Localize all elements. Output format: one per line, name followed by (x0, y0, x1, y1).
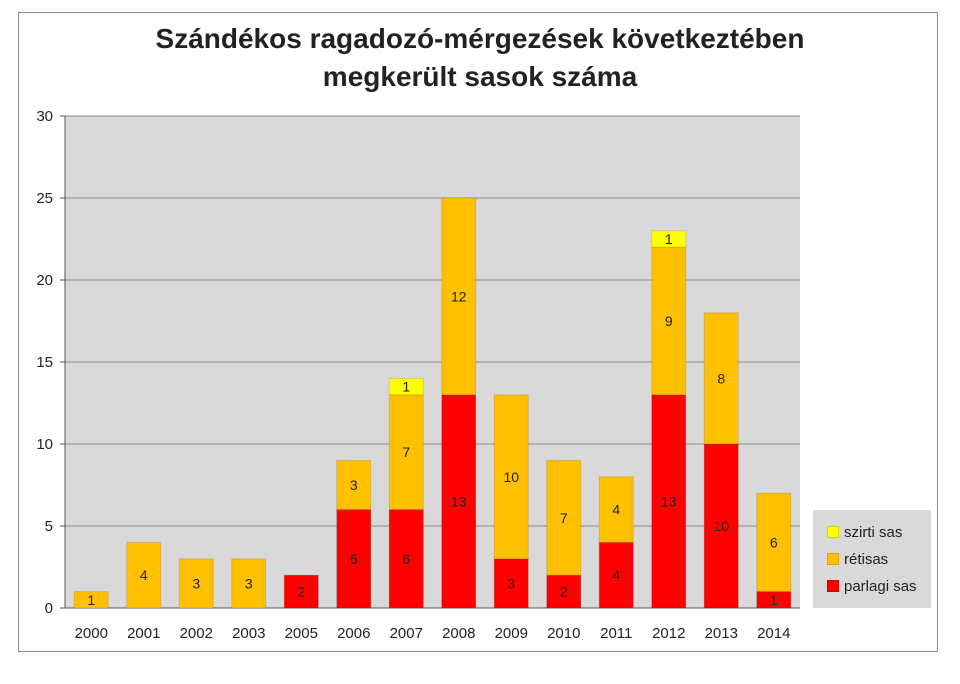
chart-title-line2: megkerült sasok száma (322, 61, 638, 92)
y-tick-label: 25 (36, 190, 53, 207)
y-tick-label: 20 (36, 272, 53, 289)
data-label: 8 (717, 370, 725, 386)
bar-segment (546, 574, 582, 609)
bar-segment (283, 574, 319, 609)
bar-segment (388, 509, 424, 609)
y-tick-label: 30 (36, 108, 53, 125)
data-label: 1 (402, 379, 410, 395)
x-tick-label: 2011 (600, 625, 632, 642)
data-label: 12 (451, 288, 467, 304)
data-label: 4 (612, 567, 620, 583)
data-label: 13 (661, 493, 677, 509)
data-label: 10 (503, 469, 519, 485)
bar-segment (336, 459, 372, 511)
x-tick-label: 2002 (180, 625, 213, 642)
data-label: 3 (245, 575, 253, 591)
bar-segment (336, 509, 372, 609)
bar-segment (651, 394, 687, 609)
data-label: 3 (350, 477, 358, 493)
x-tick-label: 2003 (232, 625, 265, 642)
chart-title-line1: Szándékos ragadozó-mérgezések következté… (155, 23, 805, 54)
x-tick-label: 2009 (495, 625, 528, 642)
legend-swatch (827, 553, 839, 565)
data-label: 2 (560, 584, 568, 600)
x-tick-label: 2001 (127, 625, 160, 642)
data-label: 3 (192, 575, 200, 591)
data-label: 9 (665, 313, 673, 329)
bar-segment (546, 459, 582, 576)
x-tick-label: 2012 (652, 625, 685, 642)
data-label: 4 (612, 502, 620, 518)
data-label: 6 (350, 551, 358, 567)
legend-label: rétisas (844, 550, 889, 568)
bar-segment (178, 558, 214, 609)
x-tick-label: 2013 (705, 625, 738, 642)
data-label: 4 (140, 567, 148, 583)
legend-label: szirti sas (844, 523, 903, 541)
legend-item: rétisas (827, 549, 888, 569)
bar-segment (756, 492, 792, 593)
data-label: 1 (87, 592, 95, 608)
x-tick-label: 2014 (757, 625, 790, 642)
bar-segment (493, 394, 529, 560)
legend-swatch (827, 580, 839, 592)
bar-segment (73, 591, 109, 609)
bar-segment (441, 394, 477, 609)
x-tick-label: 2010 (547, 625, 580, 642)
x-tick-label: 2005 (285, 625, 318, 642)
bar-segment (493, 558, 529, 609)
y-tick-label: 0 (45, 600, 53, 617)
data-label: 7 (402, 444, 410, 460)
bar-segment (388, 394, 424, 511)
data-label: 7 (560, 510, 568, 526)
x-tick-label: 2008 (442, 625, 475, 642)
data-label: 6 (770, 534, 778, 550)
x-tick-label: 2006 (337, 625, 370, 642)
data-label: 6 (402, 551, 410, 567)
chart-legend: szirti sas rétisas parlagi sas (813, 510, 931, 608)
data-label: 3 (507, 575, 515, 591)
bar-segment (388, 377, 424, 396)
legend-swatch (827, 526, 839, 538)
data-label: 13 (451, 493, 467, 509)
bar-segment (651, 246, 687, 396)
legend-item: parlagi sas (827, 576, 917, 596)
bar-segment (703, 443, 739, 609)
data-label: 1 (665, 231, 673, 247)
legend-label: parlagi sas (844, 577, 917, 595)
bar-segment (651, 230, 687, 248)
bar-segment (703, 312, 739, 445)
data-label: 10 (713, 518, 729, 534)
data-label: 2 (297, 584, 305, 600)
y-tick-label: 10 (36, 436, 53, 453)
data-label: 1 (770, 592, 778, 608)
y-tick-label: 5 (45, 518, 53, 535)
y-tick-label: 15 (36, 354, 53, 371)
bar-segment (126, 541, 162, 609)
bar-segment (441, 197, 477, 396)
legend-item: szirti sas (827, 522, 902, 542)
bar-segment (598, 541, 634, 609)
bar-segment (231, 558, 267, 609)
x-tick-label: 2007 (390, 625, 423, 642)
x-tick-label: 2000 (75, 625, 108, 642)
bar-segment (598, 476, 634, 543)
